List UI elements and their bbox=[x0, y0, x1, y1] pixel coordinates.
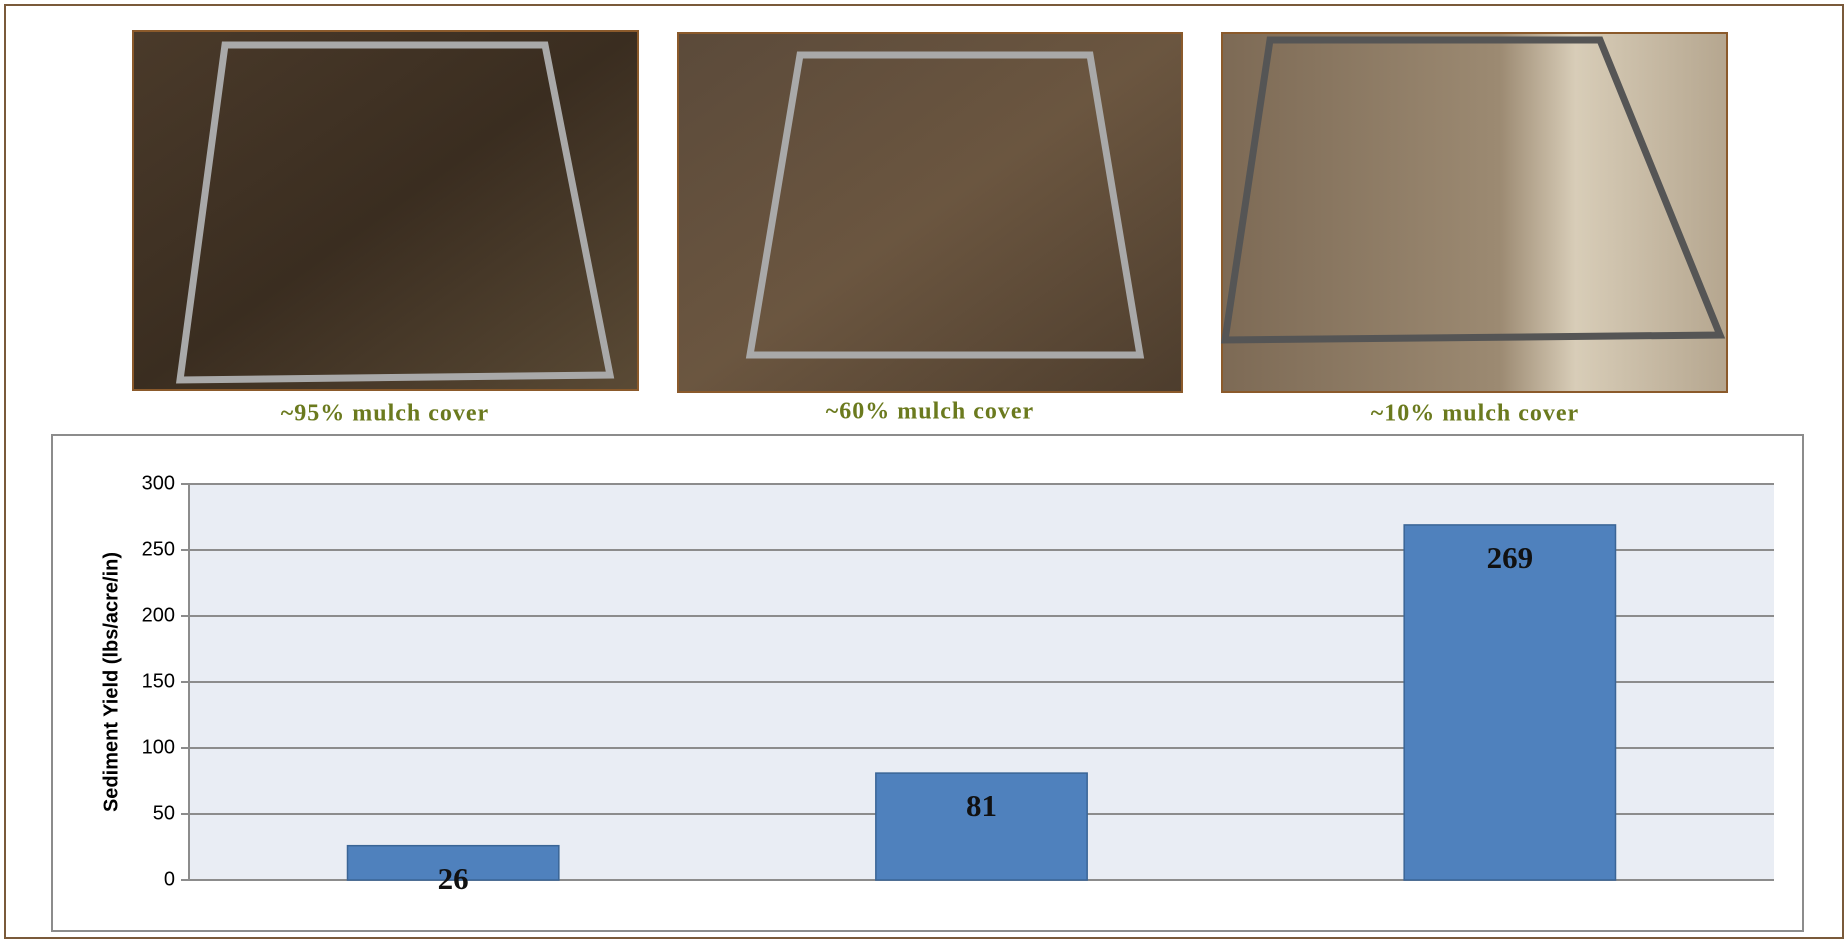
y-tick-label: 0 bbox=[164, 868, 175, 890]
photo-caption: ~60% mulch cover bbox=[826, 399, 1034, 425]
photo bbox=[677, 32, 1183, 393]
page-frame bbox=[4, 4, 1844, 939]
bar bbox=[1403, 524, 1617, 881]
y-axis-label: Sediment Yield (lbs/acre/in) bbox=[100, 552, 122, 812]
y-tick-label: 150 bbox=[142, 670, 175, 692]
photo bbox=[1220, 32, 1728, 393]
bar bbox=[875, 772, 1088, 881]
chart: 0 50 100 150 200 250 300 26 81 269 bbox=[142, 472, 1774, 896]
y-tick-label: 100 bbox=[142, 736, 175, 758]
data-label: 81 bbox=[966, 788, 997, 823]
bar bbox=[346, 844, 560, 881]
photo-caption: ~10% mulch cover bbox=[1371, 401, 1579, 427]
photo bbox=[132, 30, 639, 391]
y-tick-label: 300 bbox=[142, 472, 175, 494]
photo-caption: ~95% mulch cover bbox=[281, 401, 489, 427]
data-label: 26 bbox=[438, 861, 469, 896]
data-label: 269 bbox=[1487, 540, 1534, 575]
y-tick-label: 250 bbox=[142, 538, 175, 560]
y-tick-label: 200 bbox=[142, 604, 175, 626]
y-tick-label: 50 bbox=[153, 802, 175, 824]
